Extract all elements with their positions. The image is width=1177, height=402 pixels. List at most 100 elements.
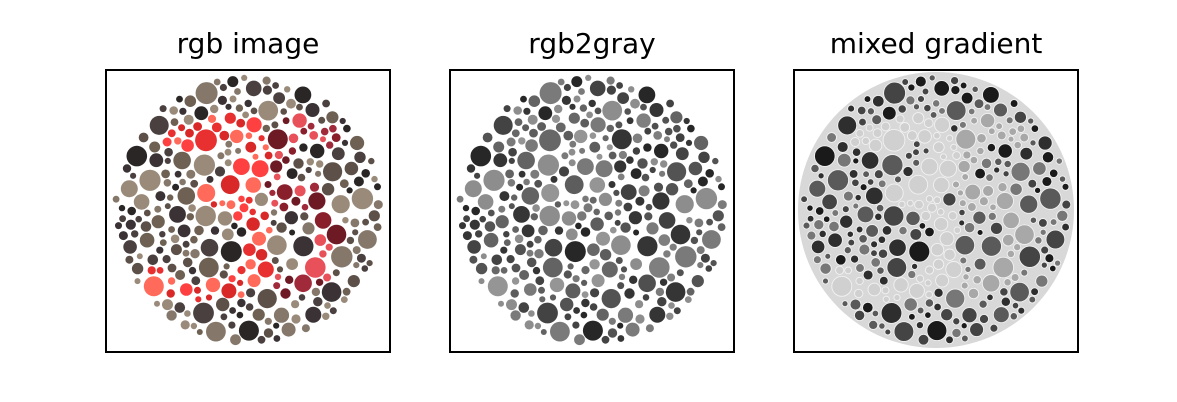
plate-dot [185,128,194,138]
plate-dot [710,260,717,267]
plate-dot [987,127,996,136]
plate-dot [1013,110,1027,124]
plate-dot [245,303,254,311]
plate-dot [162,299,173,311]
plate-dot [190,235,198,244]
plate-dot [632,133,643,144]
plate-dot [694,135,709,151]
plate-dot [280,108,287,115]
plate-dot [893,321,915,342]
plate-dot [667,273,676,282]
plate-dot [940,153,947,161]
plate-dot [1014,224,1035,245]
plate-dot [511,129,520,138]
plate-dot [511,263,521,273]
plate-dot [284,86,291,93]
plate-dot [617,322,624,329]
plate-dot [978,313,990,325]
plate-dot [529,128,538,138]
plate-dot [471,206,480,216]
plate-dot [640,103,647,111]
plate-dot [282,117,290,125]
plate-dot [487,276,508,297]
plate-dot [933,216,949,232]
plate-dot [122,164,132,173]
plate-dot [630,98,640,109]
plate-dot [273,307,290,323]
plate-dot [564,241,586,263]
plate-dot [225,103,232,110]
plate-dot [469,219,480,230]
plate-dot [620,184,637,200]
plate-dot [242,111,250,119]
plate-dot [1058,175,1067,183]
plate-dot [822,215,831,223]
plate-dot [570,200,580,210]
plate-dot [814,206,825,216]
plate-dot [920,210,931,222]
plate-dot [828,220,840,233]
plate-dot [313,297,323,307]
plate-dot [826,169,850,192]
plate-dot [297,173,306,182]
plate-dot [884,183,904,203]
plate-dot [886,257,908,278]
plate-dot [285,275,294,284]
plate-dot [918,222,927,230]
plate-dot [958,208,966,217]
plate-dot [859,183,868,192]
plate-dot [563,270,572,279]
plate-dot [867,282,882,297]
plate-dot [234,88,241,95]
plate-dot [166,310,177,321]
plate-dot [860,151,880,170]
plate-dot [1045,229,1066,250]
plate-dot [608,317,616,325]
plate-dot [962,273,970,281]
plate-dot [167,263,177,273]
plate-dot [702,230,721,249]
plate-dot [118,204,126,212]
plate-dot [273,322,280,329]
plate-dot [156,246,164,254]
plate-dot [947,211,958,221]
plate-dot [358,230,377,249]
plate-dot [905,210,921,227]
plate-dot [985,173,994,182]
plate-dot [614,160,627,173]
plate-dot [550,175,558,183]
plate-dot [980,235,1002,257]
plate-dot [237,298,246,308]
plate-dot [1006,249,1016,259]
plate-dot [616,82,623,89]
plate-dot [835,254,847,266]
plate-dot [1009,99,1019,108]
plate-dot [932,258,945,270]
plate-dot [500,267,508,274]
plate-dot [127,206,136,216]
plate-dot [973,257,987,271]
plate-dot [870,240,879,249]
plate-dot [252,153,259,160]
plate-dot [342,217,349,224]
plate-dot [193,302,214,324]
plate-dot [641,173,650,182]
plate-dot [866,107,875,116]
plate-dot [537,154,559,176]
plate-dot [528,310,535,317]
plate-dot [695,187,718,210]
plate-dot [1034,186,1042,194]
plate-dot [331,147,345,161]
plate-dot [606,144,613,151]
plate-dot [883,205,905,227]
plate-dot [933,176,950,194]
plate-dot [530,169,540,179]
plate-dot [630,258,642,270]
plate-dot [226,200,236,210]
plate-dot [245,141,257,153]
plate-dot [657,297,667,307]
plate-dot [159,105,167,113]
plate-dot [572,321,580,329]
plate-dot [637,158,648,169]
plate-dot [505,169,514,179]
